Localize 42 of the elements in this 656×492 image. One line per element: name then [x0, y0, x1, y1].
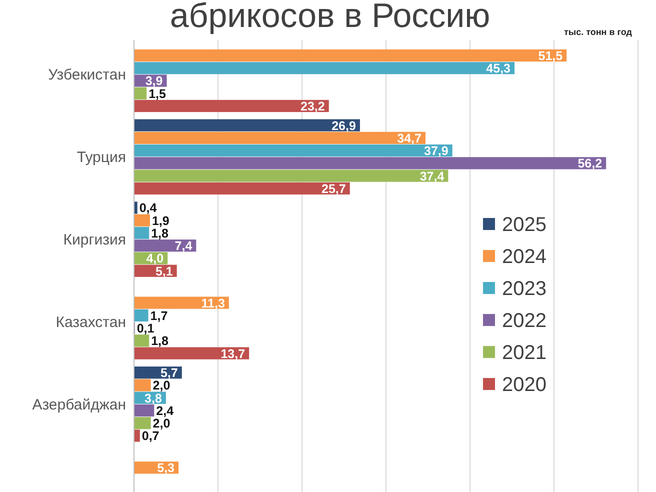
data-label: 2,0	[152, 378, 170, 393]
data-label: 0,1	[136, 322, 154, 336]
legend-label: 2022	[502, 310, 546, 332]
legend-label: 2025	[502, 214, 546, 236]
data-label: 51,5	[538, 48, 563, 63]
data-label: 0,4	[139, 201, 157, 216]
data-label: 37,9	[424, 144, 448, 158]
chart-title: абрикосов в Россию	[170, 0, 490, 35]
data-label: 34,7	[397, 131, 422, 146]
y-tick-label: Турция	[76, 149, 126, 166]
data-label: 13,7	[220, 346, 246, 361]
data-label: 3,9	[145, 74, 163, 88]
chart-subtitle: тыс. тонн в год	[564, 27, 632, 37]
data-label: 5,7	[160, 366, 178, 380]
data-label: 1,8	[151, 334, 169, 348]
data-label: 5,3	[157, 461, 175, 476]
data-label: 11,3	[201, 296, 225, 310]
data-label: 5,1	[155, 264, 173, 278]
data-label: 45,3	[486, 62, 511, 76]
data-label: 2,0	[152, 416, 170, 431]
legend-label: 2021	[502, 342, 546, 364]
data-label: 0,7	[142, 429, 160, 444]
data-label: 3,8	[144, 391, 162, 406]
data-label: 7,4	[174, 239, 192, 254]
data-label: 56,2	[578, 156, 602, 171]
y-tick-label: Казахстан	[56, 314, 126, 331]
data-label: 1,8	[151, 226, 169, 240]
legend-label: 2024	[502, 246, 546, 268]
legend-label: 2020	[502, 374, 546, 396]
data-label: 26,9	[332, 118, 356, 133]
data-label: 1,5	[148, 86, 166, 101]
data-label: 23,2	[300, 99, 325, 114]
data-label: 4,0	[146, 252, 164, 266]
data-label: 37,4	[420, 169, 444, 184]
data-label: 1,7	[150, 308, 168, 323]
y-tick-label: Азербайджан	[32, 396, 126, 414]
data-label: 2,4	[156, 404, 174, 418]
data-label: 25,7	[322, 182, 346, 196]
data-label: 1,9	[152, 214, 170, 228]
legend-label: 2023	[502, 278, 546, 300]
y-tick-label: Киргизия	[63, 232, 126, 249]
y-tick-label: Узбекистан	[48, 66, 126, 84]
